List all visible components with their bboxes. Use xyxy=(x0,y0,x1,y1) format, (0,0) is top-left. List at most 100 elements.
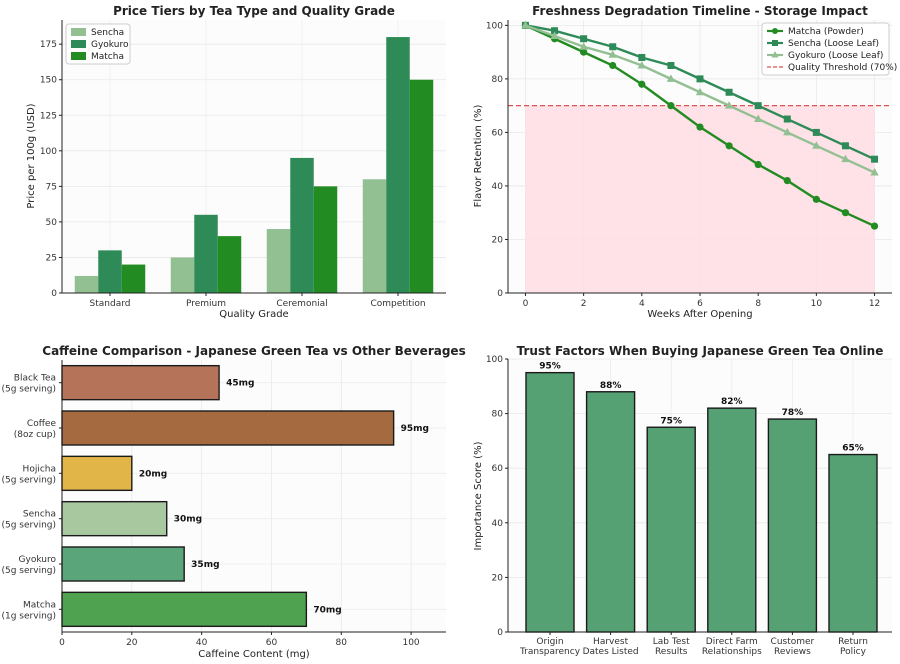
value-label: 30mg xyxy=(174,515,202,525)
legend-label: Gyokuro (Loose Leaf) xyxy=(788,51,883,61)
data-point xyxy=(812,128,820,136)
legend-label: Sencha xyxy=(91,28,124,38)
x-tick-label: 4 xyxy=(639,299,645,309)
y-axis-label: Flavor Retention (%) xyxy=(473,105,484,208)
legend-label: Gyokuro xyxy=(91,40,129,50)
value-label: 75% xyxy=(660,416,682,426)
value-label: 65% xyxy=(842,444,864,454)
data-point xyxy=(521,20,530,29)
y-tick-label: Hojicha (5g serving) xyxy=(2,464,57,485)
y-tick-label: Gyokuro (5g serving) xyxy=(2,555,57,576)
chart-title: Freshness Degradation Timeline - Storage… xyxy=(532,4,868,18)
bar-gyokuro xyxy=(98,250,122,293)
bar-matcha xyxy=(313,186,338,293)
freshness-chart: 0 20 40 60 80 100 0 2 4 6 8 10 12 Matcha (Powder) Senc… xyxy=(473,4,897,320)
x-axis-label: Weeks After Opening xyxy=(647,309,752,320)
y-tick-label: 60 xyxy=(492,464,504,474)
x-tick-label: Direct Farm Relationships xyxy=(702,637,762,657)
data-point xyxy=(608,50,617,58)
value-label: 78% xyxy=(782,408,804,418)
x-tick-label: Origin Transparency xyxy=(519,637,581,657)
value-label: 35mg xyxy=(191,560,219,570)
legend-label: Sencha (Loose Leaf) xyxy=(788,39,879,49)
bar-matcha xyxy=(121,264,146,293)
data-point xyxy=(783,115,791,123)
data-point xyxy=(754,160,762,169)
x-tick-label: Harvest Dates Listed xyxy=(583,637,639,657)
x-tick-label: Lab Test Results xyxy=(653,637,690,657)
y-tick-label: 175 xyxy=(40,40,57,50)
caffeine-chart: 45mg Black Tea (5g serving) 95mg Coffee (8oz … xyxy=(2,344,466,660)
x-tick-label: 2 xyxy=(581,299,587,309)
legend-label: Matcha (Powder) xyxy=(788,27,864,37)
y-tick-label: Black Tea (5g serving) xyxy=(2,374,57,395)
y-tick-label: 40 xyxy=(492,519,504,529)
data-point xyxy=(841,154,850,163)
bar-gyokuro xyxy=(386,37,410,293)
data-point xyxy=(754,102,762,110)
y-tick-label: 20 xyxy=(492,235,504,245)
data-point xyxy=(580,35,588,43)
x-tick-label: 12 xyxy=(869,299,880,309)
y-tick-label: 75 xyxy=(46,182,57,192)
y-tick-label: 40 xyxy=(492,182,504,192)
data-point xyxy=(725,88,733,96)
chart-title: Caffeine Comparison - Japanese Green Tea… xyxy=(42,344,465,358)
x-tick-label: Premium xyxy=(186,299,226,309)
importance-bar xyxy=(707,407,757,633)
importance-bar xyxy=(525,371,575,633)
bar-sencha xyxy=(266,229,291,293)
importance-bar xyxy=(646,426,696,633)
data-point xyxy=(695,87,705,96)
x-tick-label: 0 xyxy=(523,299,529,309)
data-point xyxy=(871,155,879,163)
x-tick-label: 10 xyxy=(811,299,823,309)
x-tick-label: Customer Reviews xyxy=(771,637,815,657)
caffeine-bar xyxy=(61,500,168,537)
y-tick-label: 0 xyxy=(497,289,503,299)
below-threshold-region xyxy=(525,105,875,293)
y-tick-label: 80 xyxy=(492,75,504,85)
x-tick-label: 60 xyxy=(266,638,278,648)
data-point xyxy=(841,209,850,217)
bar-sencha xyxy=(74,275,99,293)
bar-matcha xyxy=(217,236,242,293)
legend-swatch xyxy=(71,28,86,36)
y-tick-label: Matcha (1g serving) xyxy=(2,600,57,621)
data-point xyxy=(696,75,704,83)
y-tick-label: 60 xyxy=(492,128,504,138)
data-point xyxy=(579,42,588,50)
data-point xyxy=(666,74,676,82)
x-tick-label: 8 xyxy=(755,299,761,309)
data-point xyxy=(753,114,763,123)
x-tick-label: Return Policy xyxy=(838,637,868,657)
caffeine-bar xyxy=(61,410,395,446)
y-tick-label: 0 xyxy=(497,628,503,638)
importance-bar xyxy=(585,391,636,633)
y-axis-label: Importance Score (%) xyxy=(473,441,484,550)
x-tick-label: 0 xyxy=(59,638,65,648)
data-point xyxy=(870,222,879,230)
y-tick-label: 100 xyxy=(40,147,57,157)
data-point xyxy=(580,48,588,56)
y-tick-label: 20 xyxy=(492,573,504,583)
bar-gyokuro xyxy=(290,157,314,293)
x-tick-label: 20 xyxy=(126,638,138,648)
legend-swatch xyxy=(71,40,86,48)
y-tick-label: 150 xyxy=(40,76,57,86)
legend-marker xyxy=(772,28,778,34)
data-point xyxy=(550,31,559,40)
data-point xyxy=(667,102,675,110)
data-point xyxy=(609,61,617,70)
y-tick-label: 25 xyxy=(46,253,57,263)
legend-marker xyxy=(772,40,778,46)
data-point xyxy=(870,168,879,176)
bar-sencha xyxy=(170,257,195,293)
data-point xyxy=(725,142,733,150)
y-axis-label: Price per 100g (USD) xyxy=(26,103,37,208)
bar-gyokuro xyxy=(194,214,218,293)
price-tiers-chart: 0 25 50 75 100 125 150 175 Standard Premium Ceremo… xyxy=(26,4,446,320)
bar-matcha xyxy=(409,79,434,293)
data-point xyxy=(667,62,675,69)
